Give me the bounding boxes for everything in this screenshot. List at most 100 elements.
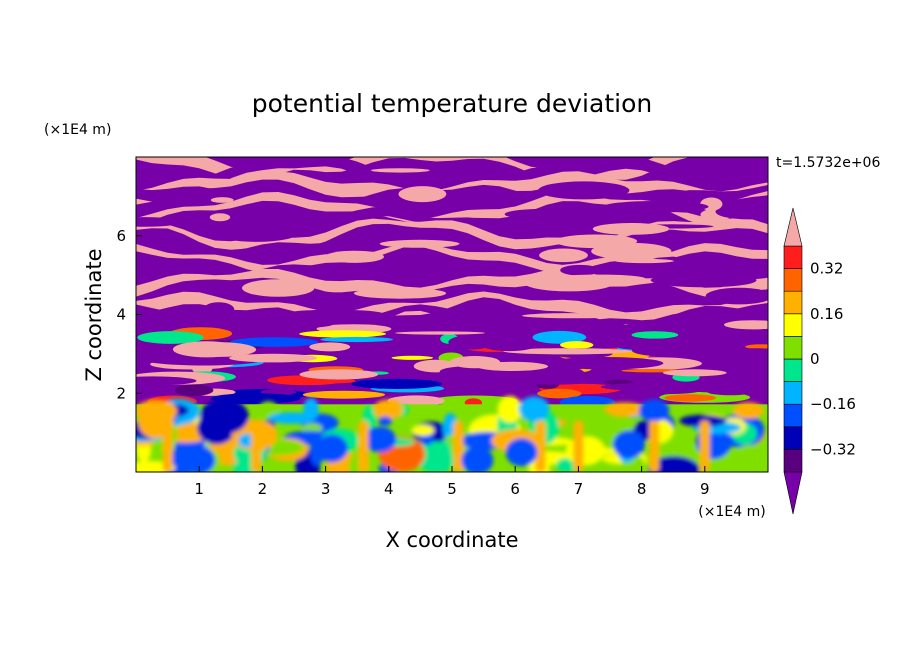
transition-streak [387, 395, 445, 407]
upper-blob [551, 274, 646, 283]
transition-patch [449, 356, 501, 369]
x-tick-label: 9 [700, 480, 710, 498]
y-tick-label: 2 [116, 384, 126, 402]
eddy-blob [604, 402, 645, 417]
upper-blob [522, 313, 626, 319]
eddy-blob [373, 399, 404, 420]
y-unit-label: (×1E4 m) [44, 122, 111, 138]
x-tick-label: 1 [194, 480, 204, 498]
upper-blob [705, 287, 768, 305]
warm-plume [649, 420, 660, 472]
eddy-blob [199, 398, 249, 435]
x-axis: 1 2 3 4 5 6 7 8 9 [194, 466, 710, 498]
upper-blob [210, 197, 234, 203]
colorbar-label: 0.32 [810, 260, 843, 278]
transition-patch [172, 341, 241, 358]
transition-streak [174, 384, 214, 396]
transition-streak [631, 331, 679, 339]
upper-blob [209, 213, 231, 222]
x-tick-label: 2 [258, 480, 268, 498]
plot-area [136, 157, 768, 472]
transition-streak [745, 344, 768, 350]
transition-patch [689, 348, 768, 360]
time-label: t=1.5732e+06 [776, 155, 880, 171]
upper-blob [539, 248, 588, 263]
upper-blob [715, 203, 768, 220]
transition-patch [503, 348, 633, 355]
warm-plume [573, 420, 584, 472]
upper-blob [504, 208, 586, 220]
colorbar-segment [783, 381, 803, 405]
upper-band [136, 268, 768, 298]
x-tick-label: 7 [574, 480, 584, 498]
colorbar-label: −0.16 [810, 395, 856, 413]
colorbar-segment [783, 426, 803, 450]
colorbar-segment [783, 290, 803, 315]
warm-plume [699, 420, 710, 472]
upper-blob [398, 186, 447, 203]
transition-streak [302, 390, 385, 399]
eddy-blob [679, 414, 727, 427]
transition-streak [391, 355, 434, 360]
transition-streak [320, 336, 394, 343]
upper-blob [538, 181, 630, 200]
upper-band [136, 192, 768, 227]
transition-patch [439, 366, 497, 378]
colorbar: 0.32 0.16 0 −0.16 −0.32 [783, 207, 856, 515]
transition-patch [611, 338, 725, 352]
transition-patch [681, 385, 749, 393]
x-axis-label: X coordinate [385, 528, 518, 552]
transition-streak [299, 330, 386, 338]
upper-blob [370, 168, 430, 173]
transition-streak [321, 378, 356, 384]
warm-plume [162, 420, 173, 472]
y-axis-label: Z coordinate [82, 248, 106, 381]
upper-band [136, 218, 768, 250]
colorbar-segment [783, 313, 803, 337]
eddy-blob [363, 426, 397, 453]
chart-title: potential temperature deviation [252, 89, 652, 118]
upper-blob [203, 302, 235, 317]
transition-streak [229, 337, 319, 347]
y-tick-label: 6 [116, 227, 126, 245]
colorbar-over-triangle [783, 207, 803, 247]
upper-blob [136, 217, 185, 227]
eddy-layer-field [136, 396, 768, 472]
x-tick-label: 8 [637, 480, 647, 498]
upper-blob [687, 167, 764, 178]
upper-blob [560, 264, 600, 276]
upper-blob [724, 320, 768, 330]
transition-patch [538, 358, 597, 368]
transition-patch [136, 376, 197, 386]
transition-streak [537, 388, 582, 399]
eddy-blob [378, 416, 393, 426]
cold-core [505, 438, 538, 467]
y-axis: 2 4 6 [116, 227, 142, 402]
transition-patch [229, 353, 318, 363]
colorbar-label: −0.32 [810, 440, 856, 458]
upper-blob [349, 285, 399, 292]
upper-blob [615, 258, 674, 264]
eddy-blob [648, 456, 700, 472]
eddy-blob [497, 396, 523, 423]
colorbar-segment [783, 268, 803, 292]
transition-streak [532, 330, 587, 344]
colorbar-segment [783, 336, 803, 360]
eddy-blob [733, 444, 768, 472]
upper-blob [602, 201, 709, 213]
x-unit-label: (×1E4 m) [698, 504, 765, 520]
cold-core [315, 434, 348, 463]
colorbar-label: 0.16 [810, 305, 843, 323]
upper-blob [650, 273, 757, 288]
transition-streak [309, 342, 351, 352]
upper-band [136, 157, 768, 195]
upper-blob [591, 242, 672, 260]
x-tick-label: 3 [321, 480, 331, 498]
transition-streak [604, 379, 633, 385]
eddy-blob [565, 436, 605, 466]
upper-layer-field [136, 157, 768, 338]
eddy-blob [268, 412, 315, 424]
warm-plume [453, 420, 464, 472]
eddy-blob [411, 424, 435, 436]
transition-patch [496, 371, 610, 385]
